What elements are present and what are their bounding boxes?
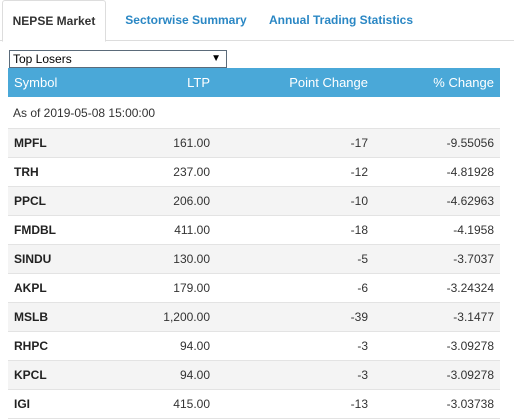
cell-percent-change: -3.7037	[453, 252, 494, 266]
table-row: FMDBL 411.00 -18 -4.1958	[8, 216, 500, 245]
table-row: TRH 237.00 -12 -4.81928	[8, 158, 500, 187]
cell-percent-change: -4.1958	[453, 223, 494, 237]
table-row: AKPL 179.00 -6 -3.24324	[8, 274, 500, 303]
table-row: RHPC 94.00 -3 -3.09278	[8, 332, 500, 361]
selected-filter-value: Top Losers	[13, 52, 72, 66]
table-row: SINDU 130.00 -5 -3.7037	[8, 245, 500, 274]
as-of-timestamp: As of 2019-05-08 15:00:00	[8, 97, 500, 129]
cell-symbol[interactable]: IGI	[14, 397, 31, 411]
cell-ltp: 94.00	[179, 339, 210, 353]
cell-ltp: 130.00	[173, 252, 210, 266]
table-header: Symbol LTP Point Change % Change	[8, 68, 500, 97]
cell-percent-change: -3.24324	[446, 281, 494, 295]
header-symbol: Symbol	[14, 75, 58, 90]
tab-nepse-market[interactable]: NEPSE Market	[2, 0, 106, 42]
cell-point-change: -6	[357, 281, 368, 295]
cell-ltp: 206.00	[173, 194, 210, 208]
cell-ltp: 179.00	[173, 281, 210, 295]
tab-annual-trading-statistics[interactable]: Annual Trading Statistics	[268, 13, 414, 27]
market-filter-select[interactable]: Top Losers ▼	[9, 50, 227, 68]
cell-percent-change: -4.62963	[446, 194, 494, 208]
table-row: KPCL 94.00 -3 -3.09278	[8, 361, 500, 390]
losers-table-body: MPFL 161.00 -17 -9.55056 TRH 237.00 -12 …	[8, 129, 500, 419]
cell-ltp: 415.00	[173, 397, 210, 411]
dropdown-arrow-icon: ▼	[211, 53, 221, 64]
header-percent-change: % Change	[433, 75, 494, 90]
tab-sectorwise-summary[interactable]: Sectorwise Summary	[125, 13, 247, 27]
cell-ltp: 411.00	[174, 223, 210, 237]
cell-symbol[interactable]: SINDU	[14, 252, 52, 266]
cell-symbol[interactable]: MPFL	[14, 136, 47, 150]
cell-percent-change: -3.03738	[446, 397, 494, 411]
cell-percent-change: -4.81928	[446, 165, 494, 179]
table-row: MPFL 161.00 -17 -9.55056	[8, 129, 500, 158]
cell-symbol[interactable]: AKPL	[14, 281, 47, 295]
table-row: MSLB 1,200.00 -39 -3.1477	[8, 303, 500, 332]
cell-symbol[interactable]: TRH	[14, 165, 39, 179]
header-point-change: Point Change	[289, 75, 368, 90]
cell-point-change: -5	[357, 252, 368, 266]
cell-percent-change: -3.09278	[446, 339, 494, 353]
cell-ltp: 161.00	[173, 136, 210, 150]
cell-percent-change: -9.55056	[446, 136, 494, 150]
cell-point-change: -3	[357, 368, 368, 382]
cell-point-change: -13	[350, 397, 368, 411]
cell-symbol[interactable]: KPCL	[14, 368, 47, 382]
cell-symbol[interactable]: MSLB	[14, 310, 48, 324]
cell-point-change: -10	[350, 194, 368, 208]
cell-point-change: -18	[350, 223, 368, 237]
cell-ltp: 94.00	[179, 368, 210, 382]
table-row: PPCL 206.00 -10 -4.62963	[8, 187, 500, 216]
header-ltp: LTP	[187, 75, 210, 90]
cell-ltp: 1,200.00	[163, 310, 210, 324]
cell-percent-change: -3.1477	[453, 310, 494, 324]
cell-percent-change: -3.09278	[446, 368, 494, 382]
cell-point-change: -39	[350, 310, 368, 324]
cell-symbol[interactable]: RHPC	[14, 339, 49, 353]
cell-symbol[interactable]: FMDBL	[14, 223, 56, 237]
cell-ltp: 237.00	[173, 165, 210, 179]
cell-point-change: -3	[357, 339, 368, 353]
cell-point-change: -17	[350, 136, 368, 150]
cell-symbol[interactable]: PPCL	[14, 194, 47, 208]
cell-point-change: -12	[350, 165, 368, 179]
market-tabs: NEPSE Market Sectorwise Summary Annual T…	[0, 0, 514, 42]
